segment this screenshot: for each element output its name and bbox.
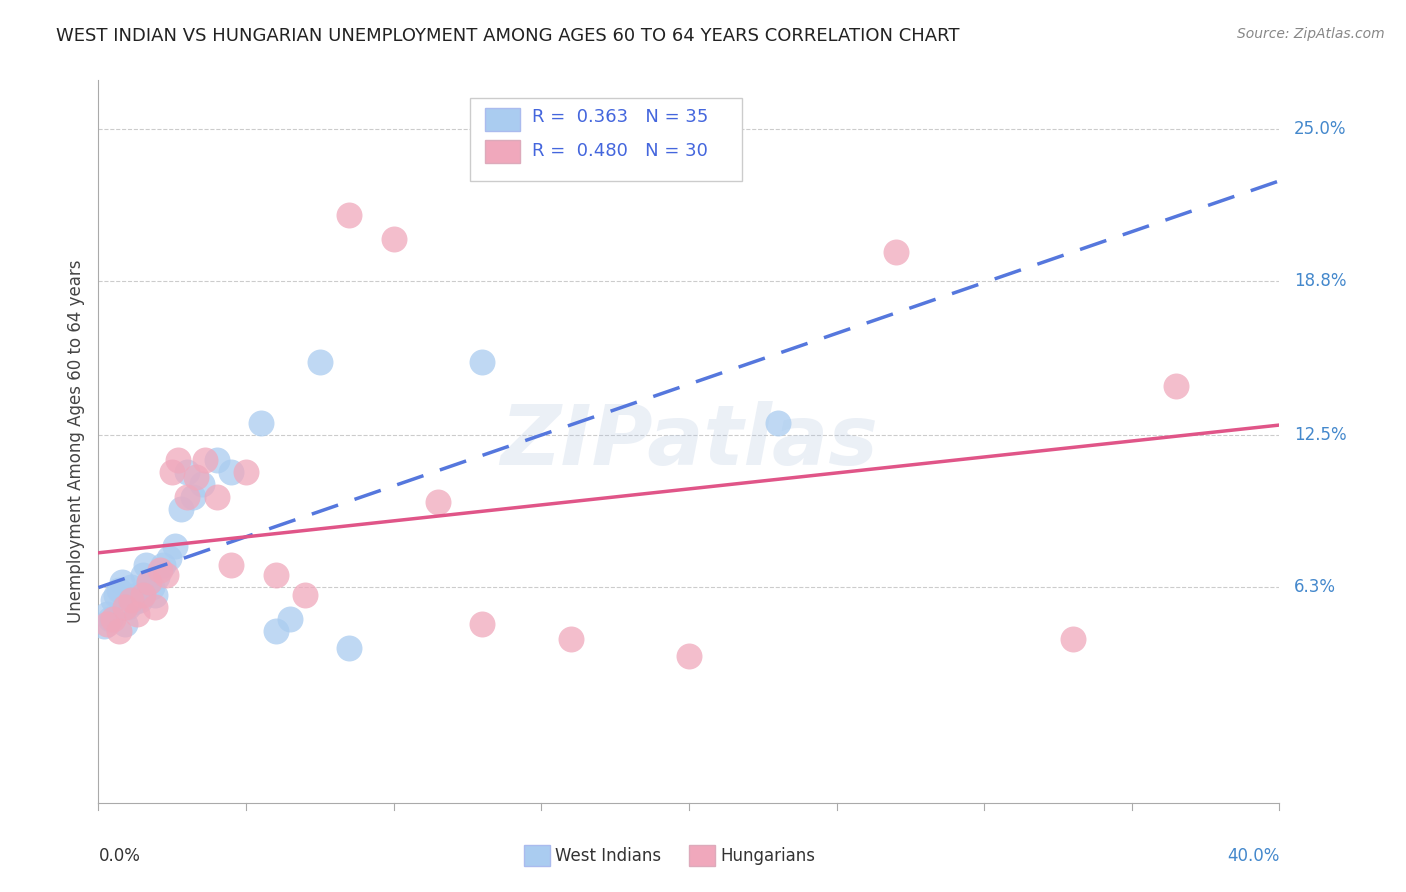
Point [221, 465, 243, 479]
Point [149, 563, 172, 577]
Point [176, 465, 198, 479]
Point [309, 355, 332, 369]
Text: West Indians: West Indians [555, 847, 662, 864]
Bar [485, 140, 520, 163]
Point [108, 582, 131, 597]
Point [132, 568, 155, 582]
Point [120, 592, 142, 607]
Text: 12.5%: 12.5% [1295, 426, 1347, 444]
Text: ZIPatlas: ZIPatlas [501, 401, 877, 482]
Point [135, 558, 157, 573]
Point [125, 588, 148, 602]
Text: 0.0%: 0.0% [98, 847, 141, 865]
Point [382, 232, 405, 246]
Point [205, 490, 228, 504]
Point [96, 617, 118, 632]
Point [114, 599, 136, 614]
Point [427, 494, 450, 508]
Point [138, 575, 160, 590]
Point [120, 580, 142, 594]
Point [176, 490, 198, 504]
Text: 40.0%: 40.0% [1227, 847, 1279, 865]
Text: WEST INDIAN VS HUNGARIAN UNEMPLOYMENT AMONG AGES 60 TO 64 YEARS CORRELATION CHAR: WEST INDIAN VS HUNGARIAN UNEMPLOYMENT AM… [56, 27, 960, 45]
Point [170, 502, 193, 516]
Point [114, 617, 136, 632]
Point [1166, 379, 1188, 393]
Text: R =  0.363   N = 35: R = 0.363 N = 35 [531, 108, 709, 126]
Point [471, 617, 494, 632]
Text: 6.3%: 6.3% [1295, 578, 1336, 596]
Point [181, 490, 204, 504]
Point [560, 632, 582, 646]
Bar [485, 108, 520, 131]
Point [146, 570, 169, 584]
Point [678, 648, 700, 663]
Point [103, 612, 125, 626]
Point [264, 568, 287, 582]
Point [143, 588, 166, 602]
Point [339, 208, 361, 222]
Text: Source: ZipAtlas.com: Source: ZipAtlas.com [1237, 27, 1385, 41]
Point [162, 465, 183, 479]
Point [141, 580, 163, 594]
Point [221, 558, 243, 573]
Point [280, 612, 302, 626]
Point [167, 453, 190, 467]
Point [184, 470, 207, 484]
Point [235, 465, 257, 479]
Point [155, 568, 177, 582]
Point [766, 416, 789, 430]
Point [103, 592, 125, 607]
Text: 18.8%: 18.8% [1295, 272, 1347, 290]
Point [108, 624, 131, 639]
Point [165, 539, 187, 553]
Bar [689, 846, 714, 865]
Y-axis label: Unemployment Among Ages 60 to 64 years: Unemployment Among Ages 60 to 64 years [66, 260, 84, 624]
Point [132, 588, 155, 602]
Point [194, 453, 217, 467]
Point [1062, 632, 1084, 646]
Point [128, 592, 150, 607]
Point [264, 624, 287, 639]
Text: Hungarians: Hungarians [721, 847, 815, 864]
FancyBboxPatch shape [471, 98, 742, 181]
Point [98, 612, 121, 626]
Point [105, 588, 128, 602]
Point [471, 355, 494, 369]
Bar [523, 846, 550, 865]
Point [125, 607, 148, 622]
Point [93, 619, 115, 633]
Point [339, 641, 361, 656]
Point [117, 599, 139, 614]
Text: R =  0.480   N = 30: R = 0.480 N = 30 [531, 142, 707, 160]
Point [250, 416, 273, 430]
Point [122, 595, 145, 609]
Point [96, 607, 118, 622]
Point [152, 558, 174, 573]
Point [157, 550, 180, 565]
Point [884, 244, 907, 259]
Text: 25.0%: 25.0% [1295, 120, 1347, 138]
Point [111, 575, 134, 590]
Point [205, 453, 228, 467]
Point [143, 599, 166, 614]
Point [294, 588, 316, 602]
Point [191, 477, 214, 491]
Point [138, 575, 160, 590]
